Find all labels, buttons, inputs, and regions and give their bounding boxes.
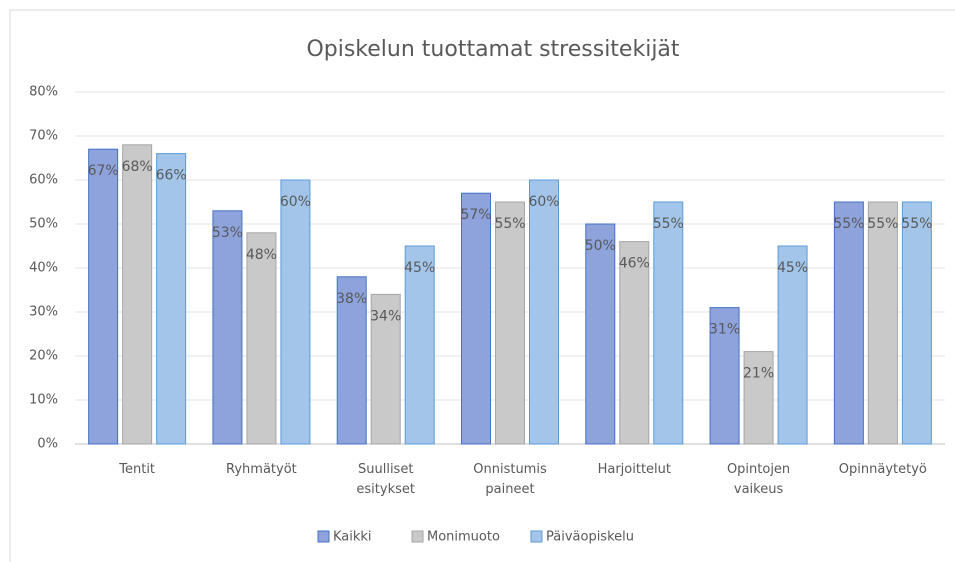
data-label: 48%: [246, 247, 277, 263]
y-tick-label: 30%: [29, 305, 58, 320]
data-label: 34%: [370, 308, 401, 324]
data-label: 55%: [833, 216, 864, 232]
y-tick-label: 10%: [29, 393, 58, 408]
legend-label: Päiväopiskelu: [546, 530, 634, 545]
bar: [280, 179, 311, 445]
legend-swatch: [411, 530, 424, 543]
data-label: 60%: [528, 194, 559, 210]
bar: [777, 245, 808, 445]
bar: [495, 201, 525, 445]
bar: [88, 148, 119, 445]
y-tick-label: 80%: [29, 85, 58, 100]
bar: [122, 144, 153, 445]
data-label: 67%: [88, 163, 119, 179]
legend-label: Kaikki: [333, 530, 372, 545]
x-tick-label: Opintojen vaikeus: [726, 462, 791, 497]
legend-swatch: [530, 530, 543, 543]
data-label: 38%: [336, 291, 367, 307]
data-label: 57%: [460, 207, 491, 223]
bar: [370, 293, 401, 445]
data-label: 55%: [653, 216, 684, 232]
data-label: 31%: [709, 322, 740, 338]
data-label: 46%: [619, 256, 650, 272]
x-tick-label: Opinnäytetyö: [838, 462, 927, 477]
bar: [156, 153, 187, 445]
bar: [404, 245, 435, 445]
bar: [212, 210, 243, 445]
x-tick-label: Suulliset esitykset: [356, 462, 415, 497]
chart-title: Opiskelun tuottamat stressitekijät: [306, 37, 679, 62]
x-tick-label: Tentit: [119, 462, 156, 477]
y-tick-label: 20%: [29, 349, 58, 364]
bar: [336, 276, 367, 445]
y-tick-label: 0%: [37, 437, 58, 452]
bar: [529, 179, 559, 445]
bar: [867, 201, 898, 445]
x-tick-label: Ryhmätyöt: [226, 462, 297, 477]
chart-border: [9, 9, 955, 562]
bar: [461, 192, 491, 445]
data-label: 21%: [743, 366, 774, 382]
data-label: 50%: [585, 238, 616, 254]
data-label: 55%: [901, 216, 932, 232]
bar: [619, 241, 650, 445]
legend-swatch: [317, 530, 330, 543]
data-label: 60%: [280, 194, 311, 210]
y-tick-label: 40%: [29, 261, 58, 276]
bar: [653, 201, 684, 445]
legend-label: Monimuoto: [427, 530, 500, 545]
bar: [246, 232, 277, 445]
data-label: 55%: [494, 216, 525, 232]
data-label: 45%: [404, 260, 435, 276]
bar: [709, 307, 740, 445]
y-tick-label: 70%: [29, 129, 58, 144]
bar: [833, 201, 864, 445]
data-label: 53%: [212, 225, 243, 241]
data-label: 66%: [156, 168, 187, 184]
bar: [901, 201, 932, 445]
x-tick-label: Harjoittelut: [597, 462, 671, 477]
y-tick-label: 50%: [29, 217, 58, 232]
data-label: 45%: [777, 260, 808, 276]
y-tick-label: 60%: [29, 173, 58, 188]
x-tick-label: Onnistumis paineet: [473, 462, 547, 497]
data-label: 55%: [867, 216, 898, 232]
bar: [585, 223, 616, 445]
data-label: 68%: [122, 159, 153, 175]
bar: [743, 351, 774, 445]
